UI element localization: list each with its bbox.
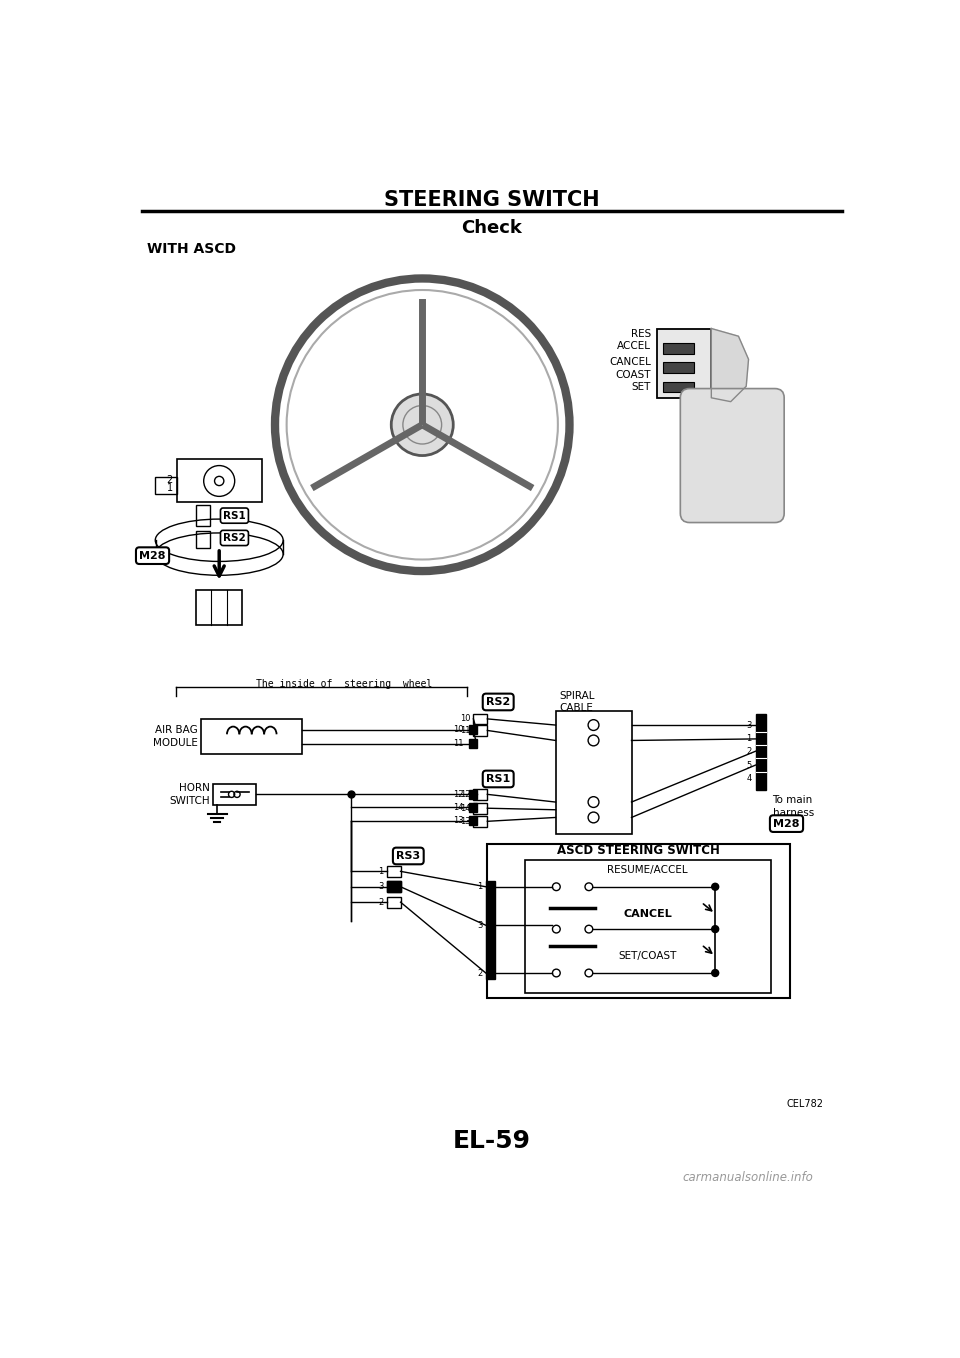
Text: ASCD STEERING SWITCH: ASCD STEERING SWITCH: [558, 845, 720, 857]
FancyBboxPatch shape: [663, 363, 694, 373]
Text: 3: 3: [746, 721, 752, 729]
FancyBboxPatch shape: [387, 881, 400, 892]
Text: 3: 3: [378, 883, 383, 891]
Text: The inside of  steering  wheel: The inside of steering wheel: [255, 679, 432, 690]
Text: 11: 11: [460, 727, 470, 735]
FancyBboxPatch shape: [663, 344, 694, 354]
Text: 1: 1: [746, 735, 752, 743]
Text: WITH ASCD: WITH ASCD: [147, 242, 236, 257]
Text: 5: 5: [746, 760, 752, 770]
Text: 2: 2: [378, 898, 383, 907]
Text: RESUME/ACCEL: RESUME/ACCEL: [608, 865, 688, 875]
Text: 13: 13: [453, 816, 464, 826]
Text: 2: 2: [746, 747, 752, 756]
FancyBboxPatch shape: [657, 329, 711, 398]
FancyBboxPatch shape: [468, 790, 476, 799]
Text: M28: M28: [139, 550, 166, 561]
Text: SPIRAL
CABLE: SPIRAL CABLE: [560, 691, 595, 713]
FancyBboxPatch shape: [681, 388, 784, 523]
Circle shape: [711, 926, 719, 933]
FancyBboxPatch shape: [468, 725, 476, 735]
Text: RS2: RS2: [486, 697, 511, 708]
Text: 1: 1: [167, 483, 173, 493]
Text: 1: 1: [477, 883, 483, 891]
Text: 2: 2: [166, 475, 173, 485]
Text: 10: 10: [460, 714, 470, 724]
Text: RS2: RS2: [223, 532, 246, 543]
Text: M28: M28: [773, 819, 800, 828]
Text: RES
ACCEL: RES ACCEL: [617, 329, 651, 350]
Circle shape: [392, 394, 453, 455]
Text: 12: 12: [460, 790, 470, 799]
Text: 14: 14: [460, 804, 470, 812]
FancyBboxPatch shape: [486, 880, 495, 979]
Text: 4: 4: [746, 774, 752, 784]
FancyBboxPatch shape: [663, 382, 694, 392]
Text: CEL782: CEL782: [786, 1099, 824, 1109]
Text: 2: 2: [477, 968, 483, 978]
Circle shape: [711, 970, 719, 976]
Text: AIR BAG
MODULE: AIR BAG MODULE: [153, 725, 198, 748]
Text: carmanualsonline.info: carmanualsonline.info: [683, 1172, 813, 1184]
Text: 11: 11: [453, 739, 464, 748]
Text: HORN
SWITCH: HORN SWITCH: [169, 784, 209, 805]
Text: EL-59: EL-59: [453, 1128, 531, 1153]
FancyBboxPatch shape: [468, 816, 476, 826]
Text: RS3: RS3: [396, 851, 420, 861]
FancyBboxPatch shape: [468, 739, 476, 748]
FancyBboxPatch shape: [468, 803, 476, 812]
Text: 12: 12: [453, 790, 464, 799]
Text: COAST
SET: COAST SET: [615, 371, 651, 391]
Text: 10: 10: [453, 725, 464, 735]
Text: 3: 3: [477, 921, 483, 930]
Text: RS1: RS1: [223, 511, 246, 520]
Polygon shape: [711, 329, 749, 402]
Text: 13: 13: [460, 816, 470, 826]
Text: STEERING SWITCH: STEERING SWITCH: [384, 190, 600, 210]
Text: To main
harness: To main harness: [773, 796, 814, 818]
Text: CANCEL: CANCEL: [609, 357, 651, 367]
Text: 1: 1: [378, 866, 383, 876]
Text: 14: 14: [453, 803, 464, 812]
FancyBboxPatch shape: [756, 714, 766, 790]
Text: CANCEL: CANCEL: [623, 909, 672, 919]
Text: RS1: RS1: [486, 774, 511, 784]
Text: SET/COAST: SET/COAST: [618, 951, 677, 961]
Circle shape: [711, 883, 719, 891]
Text: Check: Check: [462, 220, 522, 238]
